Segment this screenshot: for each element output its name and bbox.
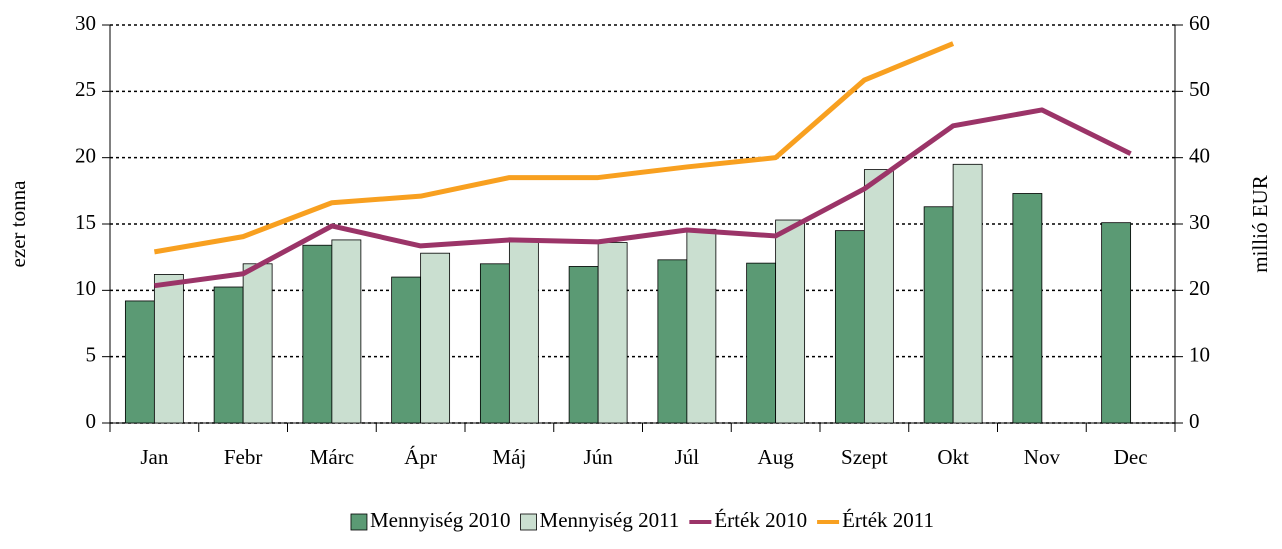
bar (746, 262, 777, 424)
x-tick-label: Febr (224, 445, 263, 469)
x-tick-label: Jan (140, 445, 168, 469)
bar (153, 274, 184, 424)
legend-item: Érték 2010 (689, 508, 807, 532)
y2-tick-label: 40 (1189, 143, 1210, 167)
bar (834, 230, 865, 424)
x-tick-label: Márc (310, 445, 354, 469)
bar (1012, 193, 1043, 424)
x-tick-label: Máj (492, 445, 526, 469)
bar (1101, 222, 1132, 424)
y-tick-label: 20 (75, 143, 96, 167)
legend-swatch (520, 513, 537, 531)
y2-tick-label: 50 (1189, 77, 1210, 101)
x-tick-label: Nov (1024, 445, 1061, 469)
bar (923, 206, 954, 424)
legend-item: Mennyiség 2010 (350, 508, 511, 532)
legend-item: Érték 2011 (817, 508, 934, 532)
y-tick-label: 25 (75, 77, 96, 101)
bar (508, 238, 539, 424)
line (153, 41, 955, 255)
y-tick-label: 15 (75, 210, 96, 234)
line (154, 107, 1132, 289)
bar (863, 169, 894, 424)
x-tick-label: Dec (1114, 445, 1148, 469)
x-tick-label: Jún (584, 445, 614, 469)
y2-tick-label: 20 (1189, 276, 1210, 300)
bar (686, 228, 717, 424)
bar (213, 286, 244, 424)
bar (331, 239, 362, 424)
x-tick-label: Okt (937, 445, 969, 469)
legend-label: Érték 2011 (842, 508, 934, 532)
y-tick-label: 5 (86, 342, 97, 366)
y2-tick-label: 0 (1189, 409, 1200, 433)
legend-label: Mennyiség 2011 (540, 508, 680, 532)
y2-tick-label: 10 (1189, 342, 1210, 366)
bar (568, 266, 599, 424)
bar (657, 259, 688, 424)
legend-swatch (350, 513, 368, 531)
bar (391, 276, 422, 424)
y-tick-label: 10 (75, 276, 96, 300)
x-tick-label: Ápr (404, 445, 437, 469)
bar (952, 163, 983, 424)
bar (242, 263, 273, 424)
x-tick-label: Aug (758, 445, 795, 469)
y2-tick-label: 60 (1189, 11, 1210, 35)
bar (420, 252, 451, 424)
y-axis-label: ezer tonna (6, 180, 30, 268)
bar (479, 263, 510, 424)
y2-tick-label: 30 (1189, 210, 1210, 234)
legend-label: Érték 2010 (714, 508, 807, 532)
bar (302, 244, 333, 424)
legend-label: Mennyiség 2010 (370, 508, 511, 532)
x-tick-label: Júl (675, 445, 700, 469)
bar (597, 242, 628, 424)
bar (775, 219, 806, 424)
y-tick-label: 30 (75, 11, 96, 35)
bar (124, 300, 155, 424)
y2-axis-label: millió EUR (1248, 175, 1272, 272)
x-tick-label: Szept (841, 445, 888, 469)
y-tick-label: 0 (86, 409, 97, 433)
legend-item: Mennyiség 2011 (520, 508, 680, 532)
